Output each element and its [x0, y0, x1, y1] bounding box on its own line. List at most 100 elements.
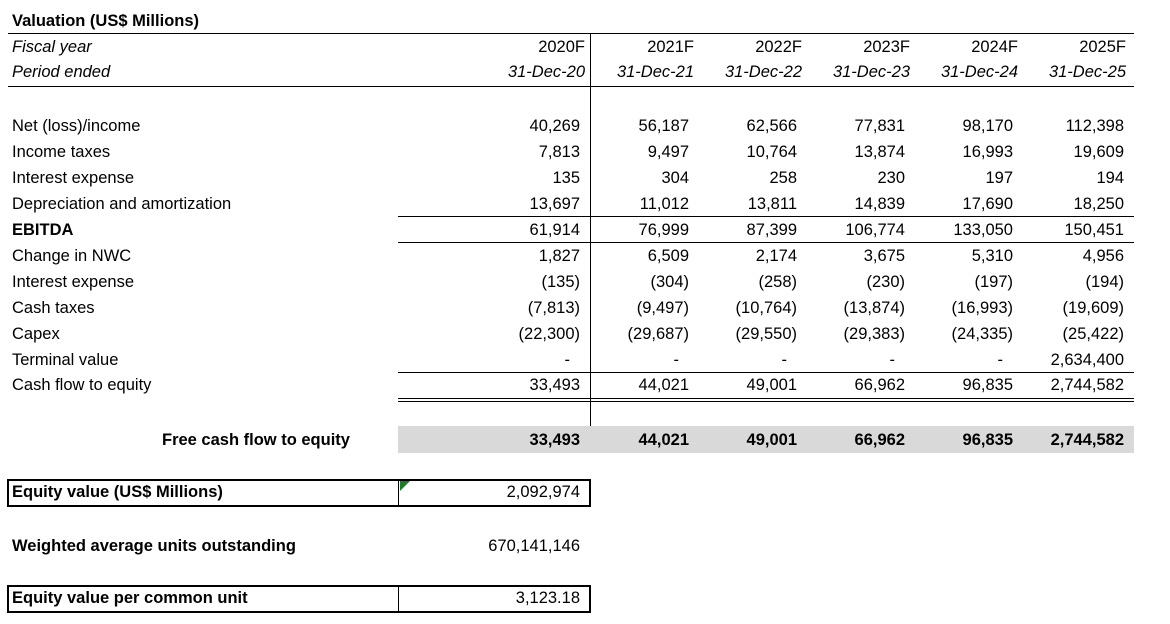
title-rule: [8, 33, 1134, 34]
cell-value: 76,999: [638, 221, 689, 239]
cell-value: (197): [974, 273, 1013, 291]
cell-value: 87,399: [746, 221, 797, 239]
period-header: 31-Dec-21: [616, 63, 694, 81]
cell-value: 14,839: [854, 195, 905, 213]
fcfe-value: 96,835: [962, 431, 1013, 449]
cell-value: 77,831: [854, 117, 905, 135]
cell-value: -: [673, 351, 680, 369]
column-separator: [590, 34, 591, 452]
ebitda-rule-bottom: [398, 242, 1134, 243]
cell-value: (9,497): [636, 299, 689, 317]
cell-value: 4,956: [1082, 247, 1124, 265]
row-label: EBITDA: [12, 221, 74, 239]
row-label: Depreciation and amortization: [12, 195, 232, 213]
cell-value: 304: [661, 169, 689, 187]
cell-value: (25,422): [1062, 325, 1124, 343]
cfe-double-rule-1: [398, 398, 1134, 399]
cell-value: 49,001: [746, 376, 797, 394]
cell-value: 40,269: [529, 117, 580, 135]
cell-value: 194: [1096, 169, 1124, 187]
cell-value: 33,493: [529, 376, 580, 394]
cell-value: 5,310: [971, 247, 1013, 265]
cell-value: 61,914: [529, 221, 580, 239]
cell-value: -: [564, 351, 571, 369]
cell-value: (194): [1085, 273, 1124, 291]
fcfe-value: 49,001: [746, 431, 797, 449]
cell-value: 19,609: [1073, 143, 1124, 161]
cell-value: (19,609): [1062, 299, 1124, 317]
cfe-rule: [398, 372, 1134, 373]
row-label: Cash taxes: [12, 299, 95, 317]
page-title: Valuation (US$ Millions): [12, 12, 200, 30]
cell-value: 230: [877, 169, 905, 187]
cell-value: -: [781, 351, 788, 369]
row-label: Change in NWC: [12, 247, 132, 265]
cell-value: 16,993: [962, 143, 1013, 161]
cell-value: (29,383): [843, 325, 905, 343]
cell-value: 13,811: [747, 195, 797, 213]
cell-value: 62,566: [746, 117, 797, 135]
cell-value: 112,398: [1065, 117, 1124, 135]
cell-value: (29,687): [627, 325, 689, 343]
cell-value: 197: [985, 169, 1013, 187]
cell-value: 1,827: [538, 247, 580, 265]
cell-value: 6,509: [647, 247, 689, 265]
year-header: 2025F: [1079, 38, 1126, 56]
fcfe-highlight: [398, 426, 1134, 453]
row-label: Net (loss)/income: [12, 117, 141, 135]
cell-value: (22,300): [518, 325, 580, 343]
cell-value: (304): [650, 273, 689, 291]
per-unit-label: Equity value per common unit: [12, 589, 248, 607]
cell-value: (24,335): [951, 325, 1013, 343]
fcfe-value: 2,744,582: [1050, 431, 1124, 449]
cell-value: 96,835: [962, 376, 1013, 394]
units-label: Weighted average units outstanding: [12, 537, 296, 555]
equity-value-box: [7, 479, 591, 507]
cell-value: 2,634,400: [1050, 351, 1124, 369]
cell-value: 56,187: [638, 117, 689, 135]
cell-value: (258): [758, 273, 797, 291]
per-unit-box-divider: [398, 585, 399, 613]
cell-value: (29,550): [735, 325, 797, 343]
cell-value: 11,012: [639, 195, 689, 213]
cell-value: 10,764: [746, 143, 797, 161]
cell-value: 106,774: [845, 221, 905, 239]
row-label: Terminal value: [12, 351, 119, 369]
per-unit-value: 3,123.18: [515, 589, 580, 607]
cell-value: 258: [769, 169, 797, 187]
cell-value: (13,874): [843, 299, 905, 317]
year-header: 2024F: [971, 38, 1018, 56]
period-header: 31-Dec-25: [1048, 63, 1126, 81]
cell-value: 18,250: [1073, 195, 1124, 213]
fcfe-value: 66,962: [854, 431, 905, 449]
cell-value: -: [997, 351, 1004, 369]
units-value: 670,141,146: [488, 537, 580, 555]
fcfe-value: 33,493: [529, 431, 580, 449]
header-rule: [8, 86, 1134, 87]
cell-value: (230): [866, 273, 905, 291]
row-label: Income taxes: [12, 143, 111, 161]
ebitda-rule: [398, 216, 1134, 217]
equity-value-label: Equity value (US$ Millions): [12, 483, 223, 501]
cell-value: 7,813: [538, 143, 580, 161]
period-header: 31-Dec-24: [940, 63, 1018, 81]
period-header: 31-Dec-22: [724, 63, 802, 81]
period-header: 31-Dec-23: [832, 63, 910, 81]
comment-marker-icon: [400, 481, 410, 491]
cell-value: 133,050: [953, 221, 1013, 239]
cell-value: (16,993): [951, 299, 1013, 317]
year-header: 2021F: [647, 38, 694, 56]
cell-value: 17,690: [962, 195, 1013, 213]
year-header: 2020F: [538, 38, 585, 56]
period-header: 31-Dec-20: [507, 63, 585, 81]
fcfe-label: Free cash flow to equity: [162, 431, 350, 449]
cell-value: 44,021: [638, 376, 689, 394]
cell-value: 9,497: [647, 143, 689, 161]
fcfe-value: 44,021: [638, 431, 689, 449]
cell-value: 150,451: [1064, 221, 1124, 239]
cell-value: 66,962: [854, 376, 905, 394]
cell-value: (10,764): [735, 299, 797, 317]
per-unit-box: [7, 585, 591, 613]
period-ended-label: Period ended: [12, 63, 111, 81]
equity-value-box-divider: [398, 479, 399, 507]
